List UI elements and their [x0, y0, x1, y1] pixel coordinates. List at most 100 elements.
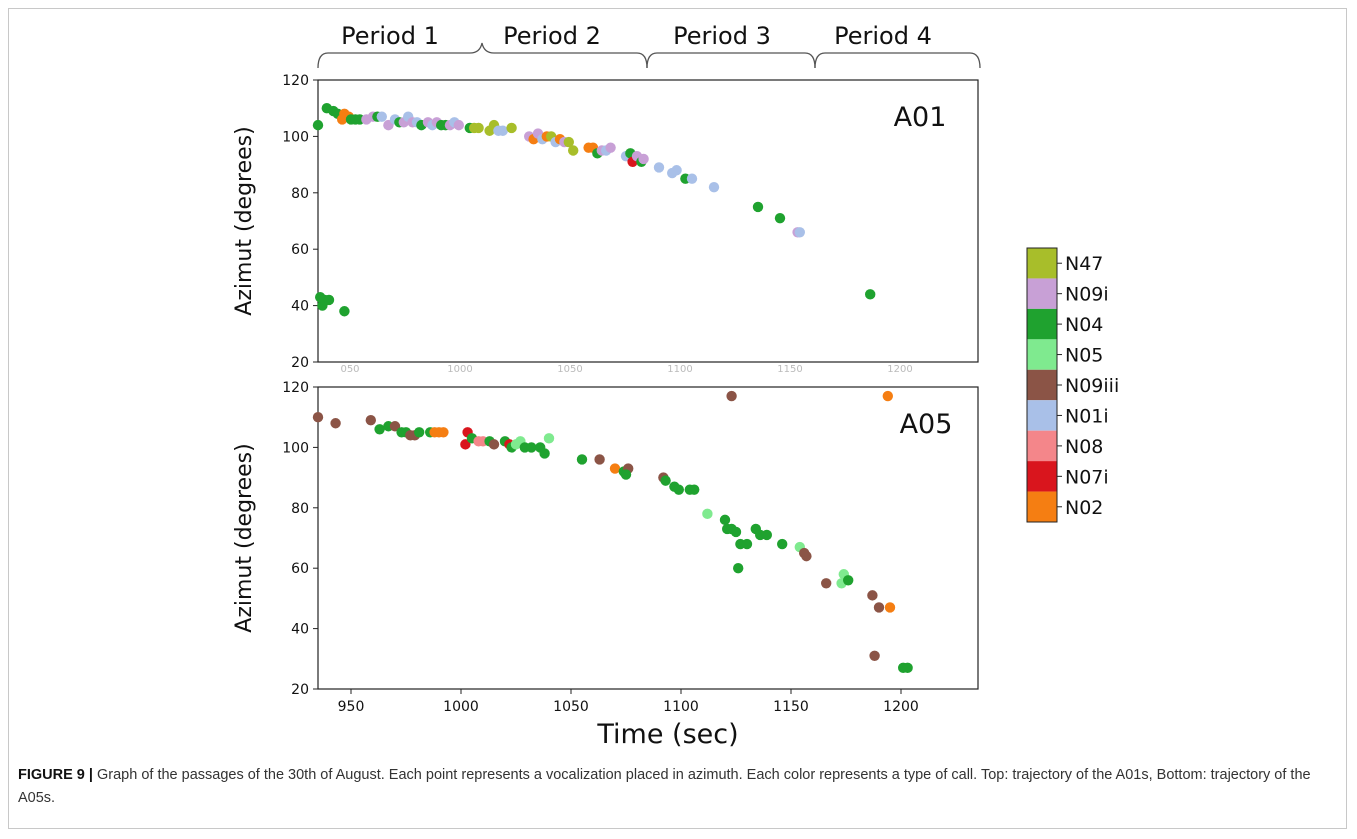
- point-n01i: [708, 181, 720, 193]
- point-n04: [761, 529, 772, 541]
- point-n09iii: [365, 415, 376, 426]
- period-4-label: Period 4: [834, 22, 932, 50]
- point-n05: [543, 433, 555, 444]
- point-n04: [526, 442, 537, 453]
- point-n04: [539, 448, 550, 459]
- legend-swatch-n08: [1027, 430, 1057, 462]
- point-n04: [414, 427, 425, 438]
- legend-label-n01i: N01i: [1065, 405, 1109, 427]
- point-n07i: [460, 439, 471, 450]
- point-n01i: [376, 111, 387, 122]
- period-brackets: Period 1 Period 2 Period 3 Period 4: [317, 22, 981, 69]
- point-n09i: [605, 142, 616, 153]
- legend-label-n05: N05: [1065, 345, 1103, 367]
- point-n01i: [497, 125, 508, 136]
- point-n04: [843, 575, 854, 586]
- point-n09iii: [726, 390, 737, 402]
- svg-text:1150: 1150: [777, 364, 802, 375]
- ytick-label: 20: [291, 682, 309, 698]
- ytick-label: 20: [291, 355, 309, 371]
- xtick-label: 1000: [443, 699, 479, 715]
- ytick-label: 100: [282, 440, 309, 456]
- point-n04: [323, 294, 335, 306]
- point-n09i: [638, 153, 649, 165]
- legend-label-n09iii: N09iii: [1065, 375, 1119, 397]
- point-n04: [660, 475, 671, 486]
- ytick-label: 100: [282, 129, 309, 145]
- call-type-legend: N47 N09i N04 N05 N09iii N01i N08 N07i N02: [1026, 247, 1119, 523]
- point-n09iii: [330, 418, 341, 429]
- panel-a05-xlabel: Time (sec): [596, 719, 738, 750]
- point-n04: [719, 514, 731, 526]
- legend-swatch-n09iii: [1027, 369, 1057, 401]
- legend-swatch-n02: [1027, 491, 1057, 522]
- point-n01i: [686, 173, 698, 184]
- point-n01i: [671, 165, 682, 176]
- point-n47: [563, 136, 574, 148]
- ytick-label: 40: [291, 622, 309, 638]
- period-2-label: Period 2: [503, 22, 601, 50]
- panel-a05: A05 Azimut (degrees) Time (sec) 20 40 60 80…: [232, 380, 979, 750]
- xtick-label: 1200: [883, 699, 919, 715]
- panel-a05-points: [312, 390, 913, 674]
- svg-text:1050: 1050: [557, 364, 582, 375]
- point-n04: [312, 119, 324, 131]
- panel-a05-xticks: 950 1000 1050 1100 1150 1200: [338, 689, 919, 715]
- point-n02: [882, 390, 893, 402]
- svg-text:1100: 1100: [667, 364, 692, 375]
- point-n05: [702, 508, 713, 520]
- panel-a05-label: A05: [900, 409, 953, 440]
- panel-a01-frame: [317, 79, 979, 363]
- panel-a01-points: [312, 103, 876, 317]
- panel-a05-yticks: 20 40 60 80 100 120: [282, 380, 318, 698]
- point-n02: [438, 427, 449, 438]
- legend-label-n09i: N09i: [1065, 284, 1109, 306]
- point-n04: [620, 469, 632, 480]
- xtick-label: 1150: [773, 699, 809, 715]
- point-n47: [568, 145, 579, 156]
- ytick-label: 80: [291, 501, 309, 517]
- legend-swatch-n07i: [1027, 461, 1057, 492]
- legend-label-n47: N47: [1065, 253, 1103, 275]
- point-n09iii: [389, 421, 401, 432]
- point-n04: [741, 538, 753, 550]
- point-n02: [884, 602, 896, 613]
- svg-text:1000: 1000: [447, 364, 472, 375]
- legend-swatch-n01i: [1027, 400, 1057, 431]
- ytick-label: 120: [282, 380, 309, 396]
- point-n09i: [453, 119, 464, 131]
- point-n04: [733, 563, 744, 574]
- ytick-label: 60: [291, 242, 309, 258]
- legend-swatch-n04: [1027, 308, 1057, 340]
- ytick-label: 120: [282, 73, 309, 89]
- period-1-label: Period 1: [341, 22, 439, 50]
- legend-swatch-n05: [1027, 339, 1057, 370]
- point-n04: [752, 201, 764, 213]
- panel-a01: A01 Azimut (degrees) 20 40 60 80 100 120 050 …: [232, 73, 979, 375]
- legend-label-n02: N02: [1065, 497, 1103, 519]
- point-n09iii: [488, 439, 500, 450]
- point-n09iii: [869, 650, 880, 661]
- point-n04: [774, 212, 786, 224]
- point-n04: [673, 484, 684, 495]
- xtick-label: 1100: [663, 699, 699, 715]
- point-n02: [609, 463, 621, 474]
- point-n04: [902, 662, 913, 674]
- legend-swatch-n09i: [1027, 278, 1057, 309]
- point-n04: [576, 454, 588, 465]
- xtick-label: 950: [338, 699, 365, 715]
- point-n04: [777, 538, 788, 550]
- point-n04: [865, 289, 876, 300]
- point-n09iii: [312, 412, 324, 423]
- legend-swatch-n47: [1027, 248, 1057, 279]
- period-3-label: Period 3: [673, 22, 771, 50]
- panel-a05-ylabel: Azimut (degrees): [232, 443, 257, 632]
- point-n04: [339, 306, 350, 317]
- ytick-label: 40: [291, 299, 309, 315]
- legend-label-n08: N08: [1065, 436, 1103, 458]
- point-n47: [473, 122, 484, 134]
- svg-text:050: 050: [340, 364, 359, 375]
- legend-label-n07i: N07i: [1065, 466, 1109, 488]
- panel-a01-yticks: 20 40 60 80 100 120: [282, 73, 318, 371]
- svg-text:1200: 1200: [887, 364, 912, 375]
